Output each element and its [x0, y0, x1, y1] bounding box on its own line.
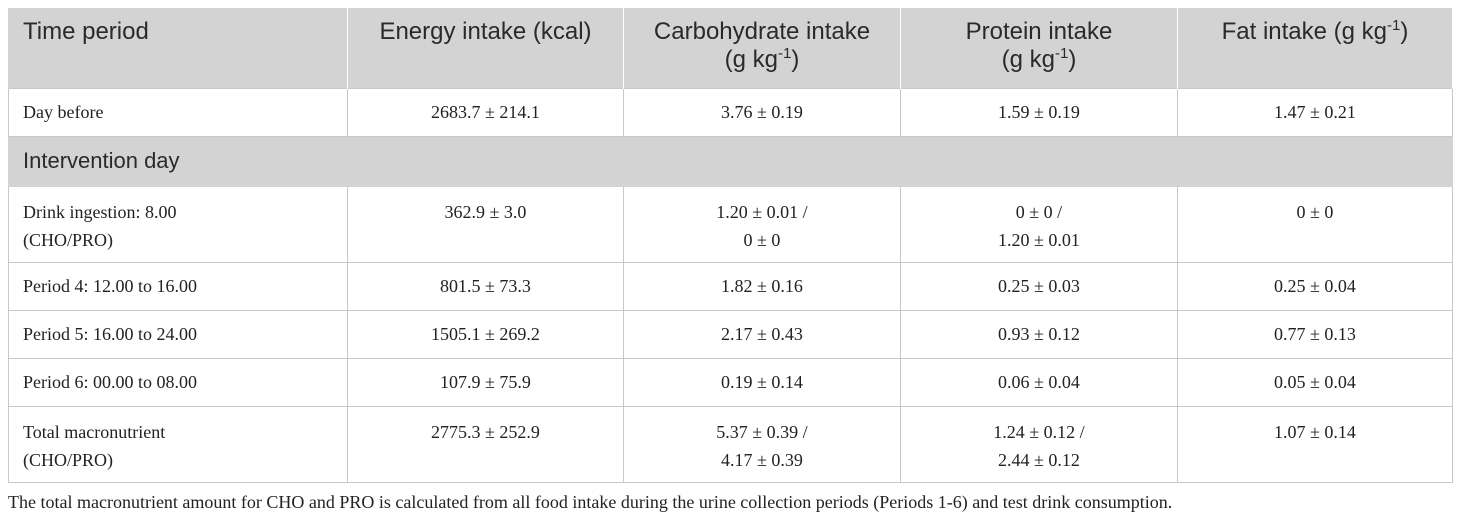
table-row-period-6: Period 6: 00.00 to 08.00 107.9 ± 75.9 0.…	[8, 357, 1453, 407]
cell-protein-total-line2: 2.44 ± 0.12	[998, 449, 1080, 470]
row-label-drink-line2: (CHO/PRO)	[23, 229, 114, 250]
cell-carb-drink: 1.20 ± 0.01 / 0 ± 0	[623, 185, 901, 263]
cell-protein-drink-line1: 0 ± 0 /	[1015, 201, 1063, 222]
cell-energy-drink: 362.9 ± 3.0	[347, 185, 624, 263]
header-energy-text: Energy intake (kcal)	[379, 18, 592, 45]
header-fat-prefix: Fat intake (g kg	[1221, 18, 1388, 45]
row-label-period-5: Period 5: 16.00 to 24.00	[8, 309, 348, 359]
cell-protein-drink: 0 ± 0 / 1.20 ± 0.01	[900, 185, 1178, 263]
cell-fat-period-5: 0.77 ± 0.13	[1177, 309, 1453, 359]
row-label-total-line2: (CHO/PRO)	[23, 449, 114, 470]
table-row-period-5: Period 5: 16.00 to 24.00 1505.1 ± 269.2 …	[8, 309, 1453, 359]
header-carb-unit-exponent: -1	[778, 45, 792, 62]
cell-energy-day-before: 2683.7 ± 214.1	[347, 87, 624, 137]
table-header: Time period Energy intake (kcal) Carbohy…	[8, 8, 1453, 88]
header-time-period-text: Time period	[23, 18, 149, 45]
table-row-day-before: Day before 2683.7 ± 214.1 3.76 ± 0.19 1.…	[8, 87, 1453, 137]
cell-carb-total: 5.37 ± 0.39 / 4.17 ± 0.39	[623, 405, 901, 483]
cell-energy-period-5: 1505.1 ± 269.2	[347, 309, 624, 359]
cell-protein-total-line1: 1.24 ± 0.12 /	[993, 421, 1085, 442]
header-carb-unit-prefix: (g kg	[724, 46, 778, 73]
cell-fat-day-before: 1.47 ± 0.21	[1177, 87, 1453, 137]
row-label-total-macronutrient: Total macronutrient (CHO/PRO)	[8, 405, 348, 483]
header-carbohydrate-intake: Carbohydrate intake (g kg-1)	[623, 8, 901, 88]
cell-carb-period-6: 0.19 ± 0.14	[623, 357, 901, 407]
header-carb-unit-suffix: )	[791, 46, 800, 73]
table-row-period-4: Period 4: 12.00 to 16.00 801.5 ± 73.3 1.…	[8, 261, 1453, 311]
cell-carb-total-line2: 4.17 ± 0.39	[721, 449, 803, 470]
cell-fat-drink: 0 ± 0	[1177, 185, 1453, 263]
header-time-period: Time period	[8, 8, 348, 88]
cell-carb-period-4: 1.82 ± 0.16	[623, 261, 901, 311]
header-protein-unit-suffix: )	[1068, 46, 1077, 73]
cell-protein-period-6: 0.06 ± 0.04	[900, 357, 1178, 407]
cell-carb-day-before: 3.76 ± 0.19	[623, 87, 901, 137]
cell-carb-period-5: 2.17 ± 0.43	[623, 309, 901, 359]
header-row: Time period Energy intake (kcal) Carbohy…	[8, 8, 1453, 88]
cell-fat-period-6: 0.05 ± 0.04	[1177, 357, 1453, 407]
header-fat-suffix: )	[1400, 18, 1409, 45]
header-fat-exponent: -1	[1387, 17, 1401, 34]
cell-carb-drink-line2: 0 ± 0	[743, 229, 781, 250]
row-label-total-line1: Total macronutrient	[23, 421, 166, 442]
section-row-intervention-day: Intervention day	[8, 135, 1453, 187]
cell-carb-drink-line1: 1.20 ± 0.01 /	[716, 201, 808, 222]
header-protein-unit-exponent: -1	[1055, 45, 1069, 62]
row-label-period-6: Period 6: 00.00 to 08.00	[8, 357, 348, 407]
row-label-period-4: Period 4: 12.00 to 16.00	[8, 261, 348, 311]
section-label-intervention-day: Intervention day	[8, 135, 1453, 187]
header-protein-intake: Protein intake (g kg-1)	[900, 8, 1178, 88]
header-energy-intake: Energy intake (kcal)	[347, 8, 624, 88]
cell-fat-period-4: 0.25 ± 0.04	[1177, 261, 1453, 311]
row-label-drink-line1: Drink ingestion: 8.00	[23, 201, 177, 222]
row-label-drink-ingestion: Drink ingestion: 8.00 (CHO/PRO)	[8, 185, 348, 263]
header-protein-line1: Protein intake	[965, 18, 1113, 45]
cell-protein-total: 1.24 ± 0.12 / 2.44 ± 0.12	[900, 405, 1178, 483]
cell-protein-period-4: 0.25 ± 0.03	[900, 261, 1178, 311]
table-row-drink-ingestion: Drink ingestion: 8.00 (CHO/PRO) 362.9 ± …	[8, 185, 1453, 263]
header-carb-line2: (g kg-1)	[636, 46, 888, 74]
header-protein-unit-prefix: (g kg	[1001, 46, 1055, 73]
cell-fat-total: 1.07 ± 0.14	[1177, 405, 1453, 483]
table-body: Day before 2683.7 ± 214.1 3.76 ± 0.19 1.…	[8, 87, 1453, 483]
cell-protein-drink-line2: 1.20 ± 0.01	[998, 229, 1080, 250]
header-protein-line2: (g kg-1)	[913, 46, 1165, 74]
header-fat-intake: Fat intake (g kg-1)	[1177, 8, 1453, 88]
header-carb-line1: Carbohydrate intake	[653, 18, 871, 45]
cell-carb-total-line1: 5.37 ± 0.39 /	[716, 421, 808, 442]
nutrition-intake-table: Time period Energy intake (kcal) Carbohy…	[8, 8, 1453, 483]
cell-energy-period-6: 107.9 ± 75.9	[347, 357, 624, 407]
cell-protein-period-5: 0.93 ± 0.12	[900, 309, 1178, 359]
table-row-total-macronutrient: Total macronutrient (CHO/PRO) 2775.3 ± 2…	[8, 405, 1453, 483]
cell-energy-total: 2775.3 ± 252.9	[347, 405, 624, 483]
table-footnote: The total macronutrient amount for CHO a…	[8, 492, 1173, 512]
row-label-day-before: Day before	[8, 87, 348, 137]
cell-protein-day-before: 1.59 ± 0.19	[900, 87, 1178, 137]
cell-energy-period-4: 801.5 ± 73.3	[347, 261, 624, 311]
nutrition-table-container: Time period Energy intake (kcal) Carbohy…	[8, 8, 1453, 483]
